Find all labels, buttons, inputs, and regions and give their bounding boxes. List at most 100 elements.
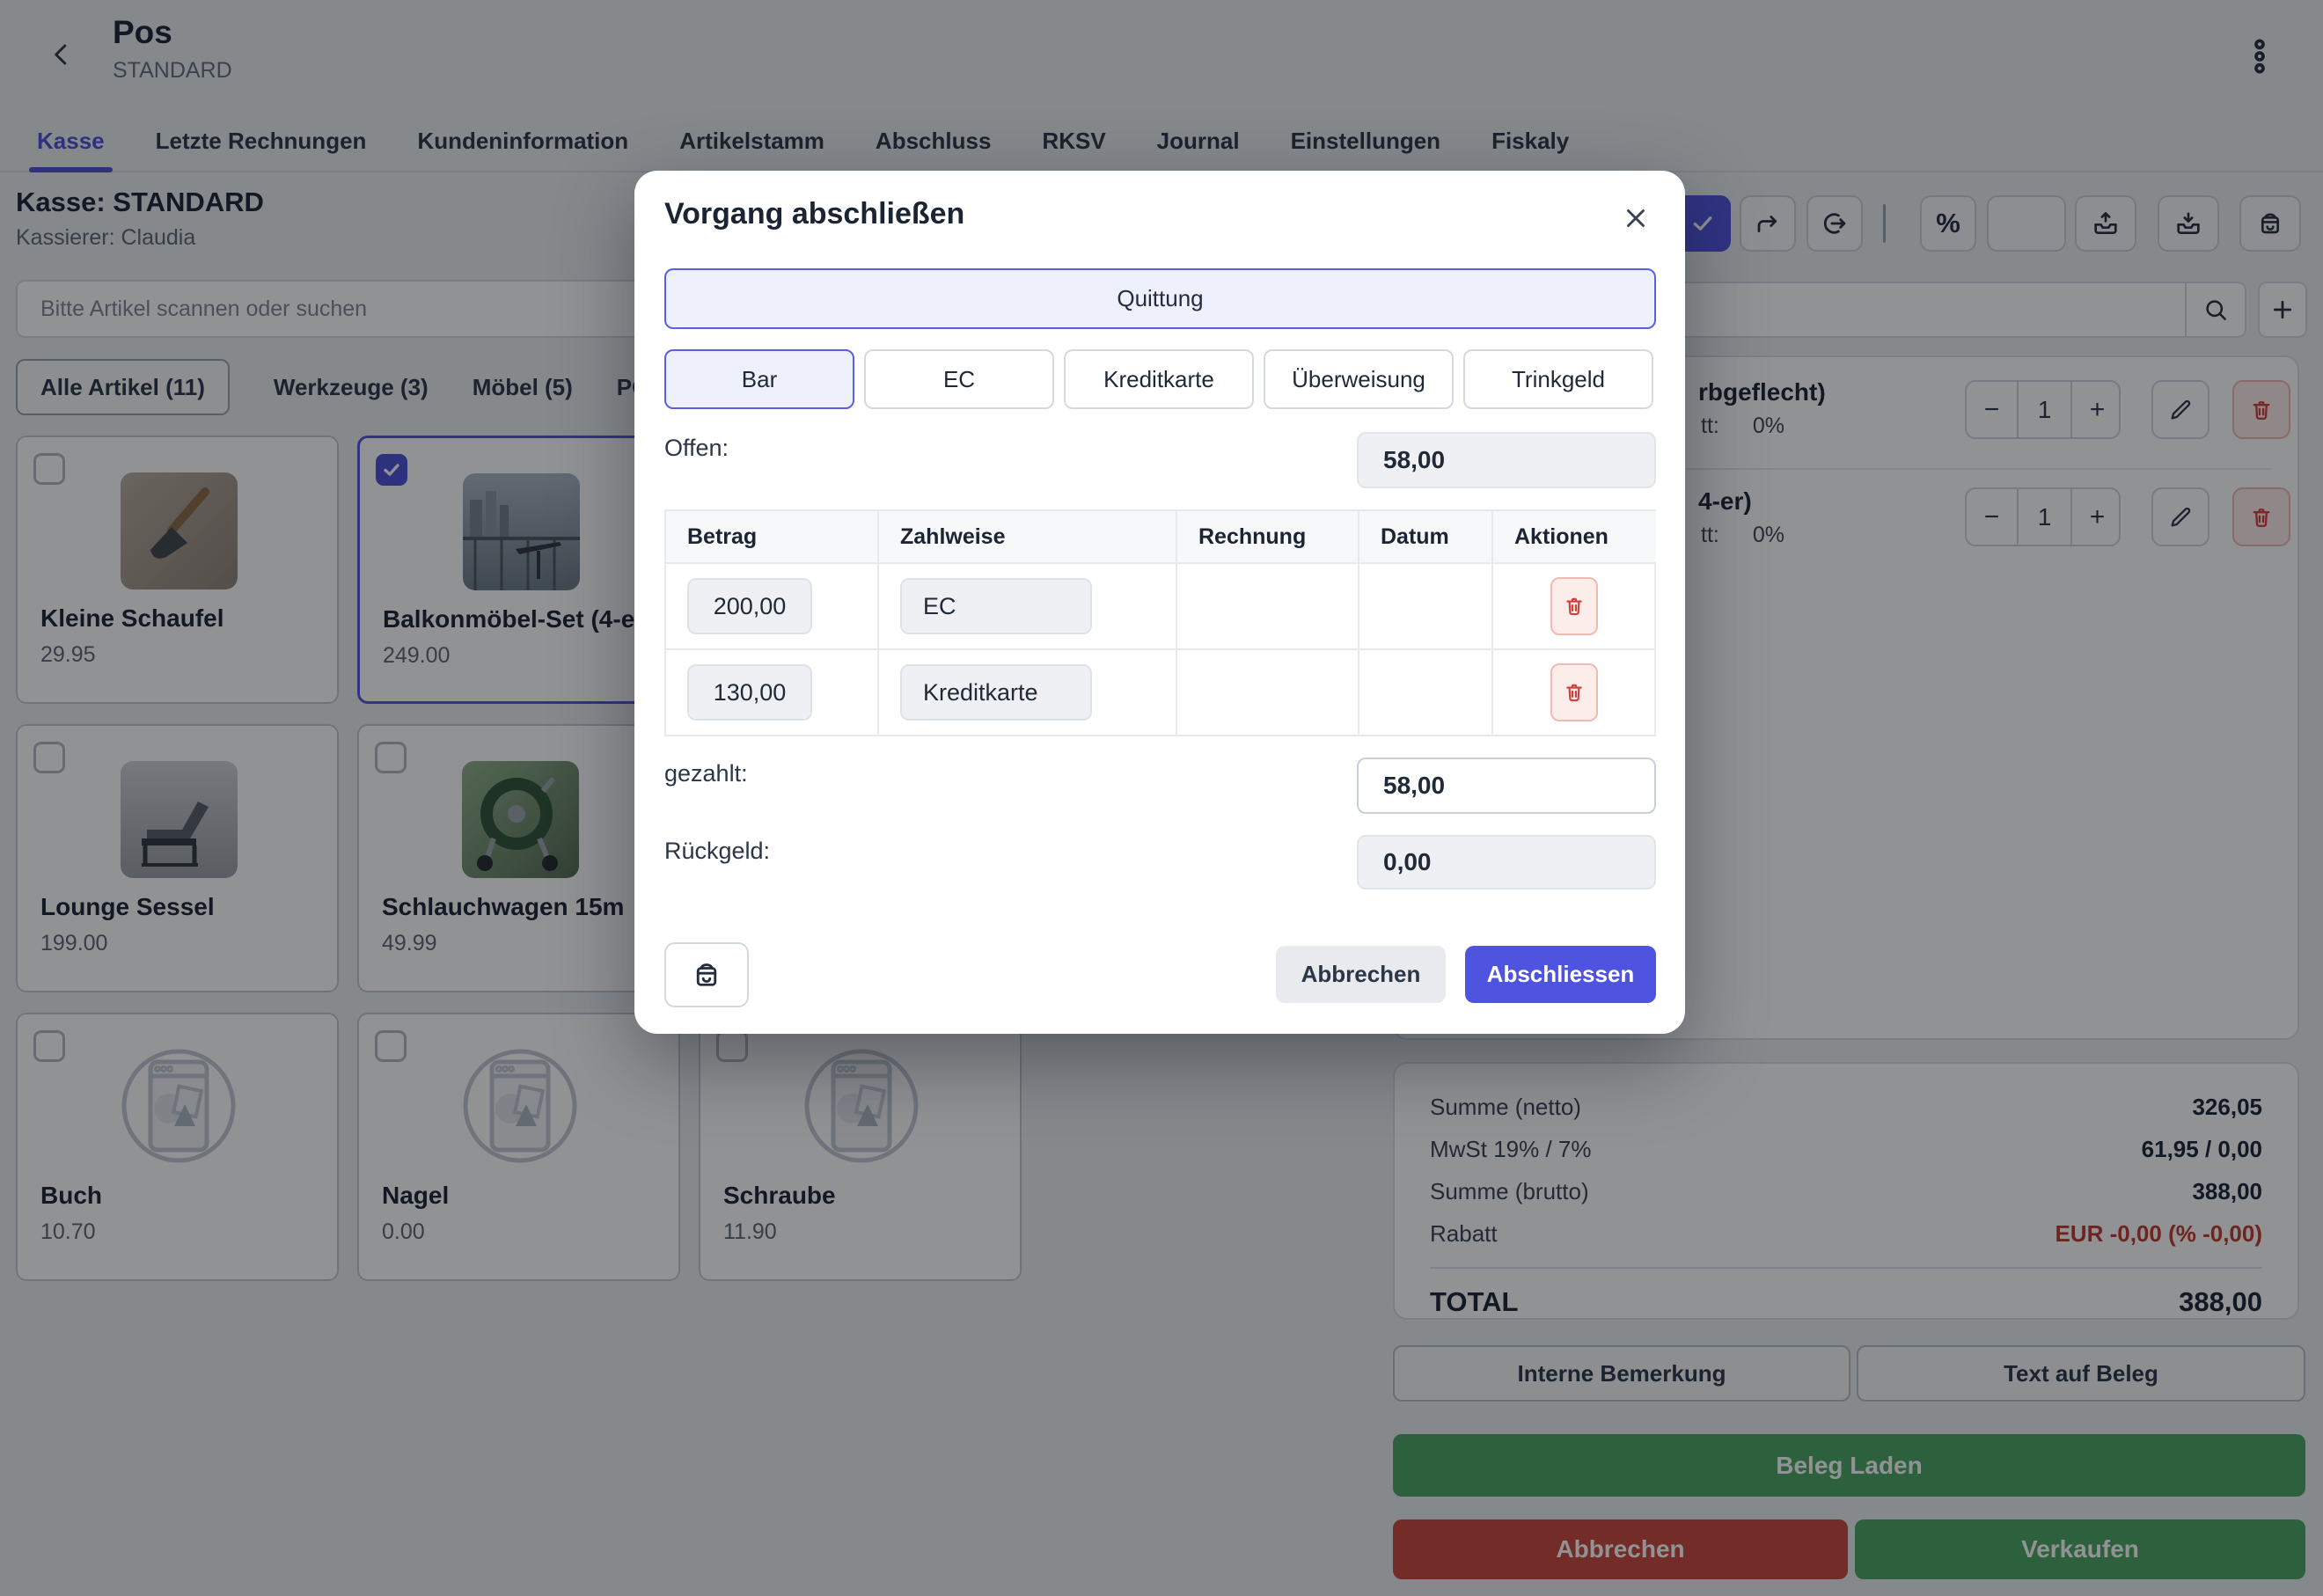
empty-toolbar-button[interactable] [1987, 195, 2066, 252]
open-amount-field: 58,00 [1357, 432, 1656, 488]
col-header-betrag: Betrag [664, 509, 877, 564]
modal-confirm-button[interactable]: Abschliessen [1465, 946, 1656, 1003]
cancel-sale-button[interactable]: Abbrechen [1393, 1519, 1848, 1579]
edit-cart-item-button[interactable] [2151, 487, 2209, 546]
tray-down-button[interactable] [2158, 195, 2219, 252]
add-customer-button[interactable] [2258, 282, 2307, 338]
back-button[interactable] [40, 33, 83, 76]
pencil-icon [2168, 398, 2193, 422]
qty-minus-button[interactable]: − [1983, 394, 2000, 424]
product-card-schlauchwagen[interactable]: Schlauchwagen 15m 49.99 [357, 724, 680, 992]
totals-panel: Summe (netto) 326,05 MwSt 19% / 7% 61,95 /… [1393, 1062, 2299, 1320]
product-image-hose [462, 761, 579, 878]
kebab-menu-icon [2246, 38, 2273, 75]
method-tab-kreditkarte[interactable]: Kreditkarte [1064, 349, 1254, 409]
receipt-toggle-button[interactable]: Quittung [664, 268, 1656, 329]
product-image-balcony [463, 473, 580, 590]
paid-amount-input[interactable]: 58,00 [1357, 758, 1656, 814]
product-checkbox[interactable] [33, 742, 65, 773]
modal-cancel-button[interactable]: Abbrechen [1276, 946, 1446, 1003]
tab-journal[interactable]: Journal [1156, 127, 1240, 154]
product-card-balkonmoebel-set[interactable]: Balkonmöbel-Set (4-er) 249.00 [357, 436, 680, 704]
quantity-stepper[interactable]: − 1 + [1965, 380, 2121, 439]
page-subtitle: STANDARD [113, 58, 232, 83]
load-receipt-button[interactable]: Beleg Laden [1393, 1434, 2305, 1497]
payment-method-tabs: Bar EC Kreditkarte Überweisung Trinkgeld [664, 349, 1653, 409]
printer-button[interactable] [2239, 195, 2301, 252]
payment-amount-cell: 130,00 [664, 650, 877, 736]
tab-kasse[interactable]: Kasse [29, 111, 113, 172]
method-tab-trinkgeld[interactable]: Trinkgeld [1463, 349, 1653, 409]
payment-amount-field[interactable]: 200,00 [687, 578, 812, 634]
trash-icon [2249, 505, 2274, 530]
percent-icon: % [1936, 208, 1960, 238]
check-icon [1689, 210, 1716, 237]
delete-cart-item-button[interactable] [2232, 487, 2290, 546]
sell-button[interactable]: Verkaufen [1855, 1519, 2305, 1579]
payment-method-field[interactable]: Kreditkarte [900, 664, 1092, 721]
method-tab-ueberweisung[interactable]: Überweisung [1264, 349, 1454, 409]
product-checkbox[interactable] [33, 1030, 65, 1062]
delete-payment-button[interactable] [1550, 663, 1598, 721]
summary-divider [1430, 1267, 2262, 1269]
customer-search-button[interactable] [2185, 282, 2246, 338]
qty-plus-button[interactable]: + [2089, 394, 2106, 424]
print-receipt-button[interactable] [664, 942, 749, 1007]
product-name: Schraube [723, 1182, 836, 1209]
tab-rksv[interactable]: RKSV [1042, 127, 1106, 154]
tab-artikelstamm[interactable]: Artikelstamm [679, 127, 824, 154]
tab-letzte-rechnungen[interactable]: Letzte Rechnungen [155, 127, 367, 154]
tray-up-icon [2092, 209, 2120, 238]
filter-werkzeuge[interactable]: Werkzeuge (3) [273, 373, 429, 400]
redo-button[interactable] [1740, 195, 1796, 252]
tab-fiskaly[interactable]: Fiskaly [1491, 127, 1570, 154]
edit-cart-item-button[interactable] [2151, 380, 2209, 439]
internal-note-button[interactable]: Interne Bemerkung [1393, 1345, 1850, 1402]
overflow-menu-button[interactable] [2239, 30, 2281, 83]
finish-transaction-modal: Vorgang abschließen Quittung Bar EC Kred… [634, 171, 1685, 1034]
product-card-lounge-sessel[interactable]: Lounge Sessel 199.00 [16, 724, 339, 992]
method-tab-bar[interactable]: Bar [664, 349, 854, 409]
qty-minus-button[interactable]: − [1983, 501, 2000, 531]
total-value: 388,00 [2179, 1286, 2262, 1317]
product-card-schraube[interactable]: Schraube 11.90 [699, 1013, 1022, 1281]
product-checkbox[interactable] [716, 1030, 748, 1062]
method-tab-ec[interactable]: EC [864, 349, 1054, 409]
product-price: 0.00 [382, 1219, 425, 1244]
filter-all-articles[interactable]: Alle Artikel (11) [16, 359, 230, 415]
qty-value: 1 [2017, 489, 2072, 545]
product-price: 199.00 [40, 931, 108, 955]
payment-method-field[interactable]: EC [900, 578, 1092, 634]
paid-label: gezahlt: [664, 760, 748, 787]
product-card-nagel[interactable]: Nagel 0.00 [357, 1013, 680, 1281]
receipt-text-button[interactable]: Text auf Beleg [1857, 1345, 2305, 1402]
product-image-placeholder-icon [102, 1034, 256, 1179]
tab-kundeninformation[interactable]: Kundeninformation [417, 127, 629, 154]
printer-icon [691, 959, 722, 991]
summary-label: Summe (netto) [1430, 1094, 1581, 1120]
summary-value: 326,05 [2192, 1094, 2262, 1120]
filter-moebel[interactable]: Möbel (5) [472, 373, 573, 400]
product-image-shovel [121, 472, 238, 589]
payment-method-cell: Kreditkarte [877, 650, 1176, 736]
product-checkbox[interactable] [375, 1030, 407, 1062]
payment-amount-field[interactable]: 130,00 [687, 664, 812, 721]
delete-payment-button[interactable] [1550, 577, 1598, 635]
delete-cart-item-button[interactable] [2232, 380, 2290, 439]
tab-einstellungen[interactable]: Einstellungen [1290, 127, 1441, 154]
quantity-stepper[interactable]: − 1 + [1965, 487, 2121, 546]
sign-out-button[interactable] [1806, 195, 1863, 252]
product-card-buch[interactable]: Buch 10.70 [16, 1013, 339, 1281]
product-checkbox[interactable] [375, 742, 407, 773]
discount-percent-button[interactable]: % [1920, 195, 1976, 252]
close-modal-button[interactable] [1618, 201, 1653, 236]
qty-plus-button[interactable]: + [2089, 501, 2106, 531]
product-checkbox-checked[interactable] [376, 454, 407, 486]
trash-icon [2249, 398, 2274, 422]
product-card-kleine-schaufel[interactable]: Kleine Schaufel 29.95 [16, 436, 339, 704]
tab-abschluss[interactable]: Abschluss [875, 127, 992, 154]
tray-up-button[interactable] [2075, 195, 2136, 252]
product-name: Kleine Schaufel [40, 604, 224, 632]
product-checkbox[interactable] [33, 453, 65, 485]
plus-icon [2269, 297, 2296, 323]
